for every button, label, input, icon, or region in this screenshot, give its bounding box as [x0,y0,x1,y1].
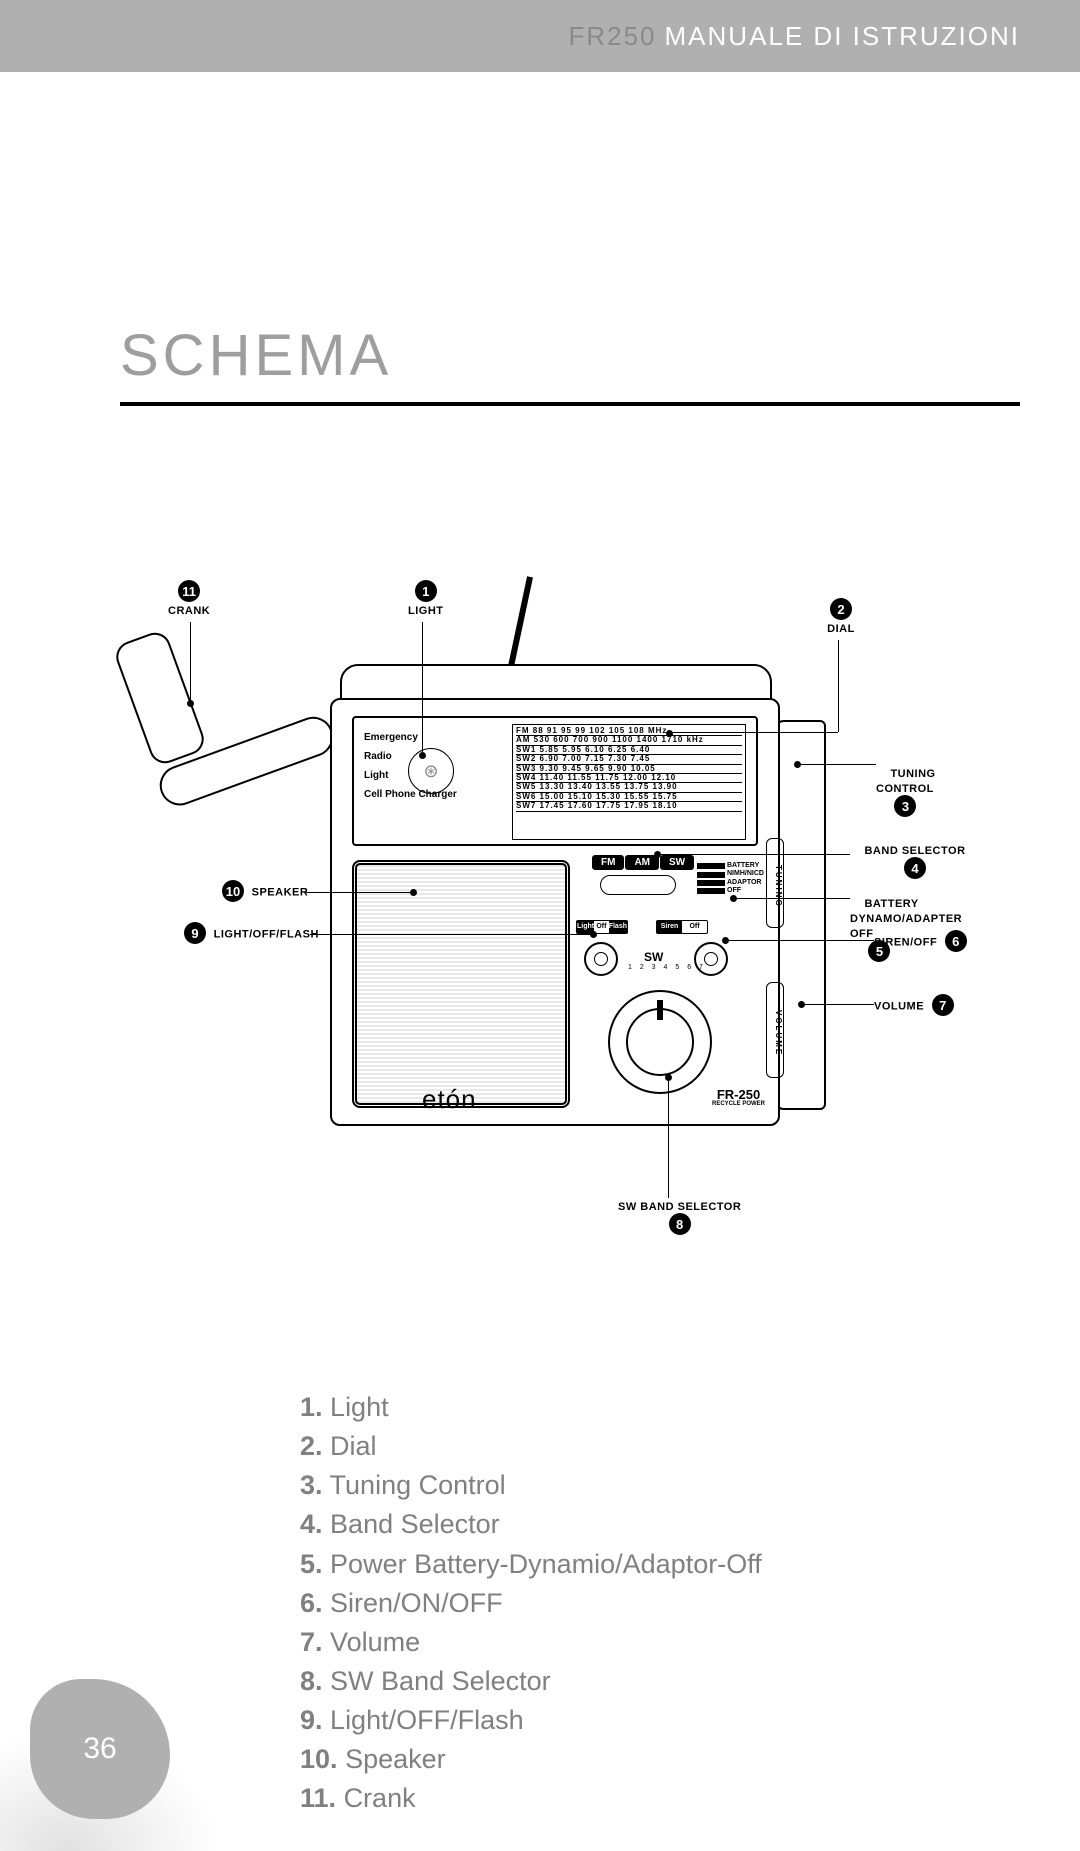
header-code: FR250 [568,21,656,52]
light-lens: ⊛ [408,748,454,794]
volume-knob-side: VOLUME [766,982,784,1078]
bulb-icon: ⊛ [423,761,438,782]
speaker-grill [352,860,570,1108]
model-label: FR-250 RECYCLE POWER [712,1088,765,1107]
callout-5: BATTERY DYNAMO/ADAPTER OFF 5 [850,880,962,977]
section-title: SCHEMA [120,322,392,389]
frequency-table: FM 88 91 95 99 102 105 108 MHz AM 530 60… [512,724,746,840]
callout-6: SIREN/OFF 6 [874,930,971,952]
tuning-knob-side: TUNING [766,838,784,928]
siren-switch: SirenOff [656,920,708,934]
callout-3: TUNING CONTROL 3 [876,750,936,832]
crank-handle [112,628,208,767]
sw-band-selector-knob [608,990,712,1094]
carry-handle [340,664,772,700]
tab-am: AM [625,855,659,870]
band-selector-switch [600,875,676,895]
callout-11: 11 CRANK [168,580,210,617]
radio-body: Emergency Radio Light Cell Phone Charger… [330,698,780,1126]
callout-8: SW BAND SELECTOR 8 [618,1198,741,1235]
sw-arc-numbers: 1 2 3 4 5 6 7 [628,964,706,971]
callout-1: 1 LIGHT [408,580,444,617]
page-number: 36 [30,1679,170,1819]
tab-sw: SW [660,855,694,870]
tab-fm: FM [592,855,624,870]
knob-left [584,942,618,976]
diagram: Emergency Radio Light Cell Phone Charger… [110,580,980,1350]
panel-emergency: Emergency [364,728,514,747]
callout-2: 2 DIAL [826,598,856,635]
display-panel: Emergency Radio Light Cell Phone Charger… [352,716,758,846]
title-rule [120,402,1020,406]
callout-7: VOLUME 7 [874,994,958,1016]
light-flash-switch: LightOffFlash [576,920,628,934]
power-switch-labels: BATTERY NIMH/NICD ADAPTOR OFF [697,862,764,896]
callout-9: 9 LIGHT/OFF/FLASH [180,922,319,944]
header-text: MANUALE DI ISTRUZIONI [665,21,1020,52]
band-tabs: FM AM SW [592,855,694,870]
callout-4: BAND SELECTOR 4 [850,842,980,879]
callout-10: 10 SPEAKER [218,880,308,902]
header: FR250 MANUALE DI ISTRUZIONI [0,0,1080,72]
brand-logo: etón [422,1084,477,1115]
sw-label: SW [644,950,663,964]
legend-list: 1. Light 2. Dial 3. Tuning Control 4. Ba… [300,1388,762,1819]
